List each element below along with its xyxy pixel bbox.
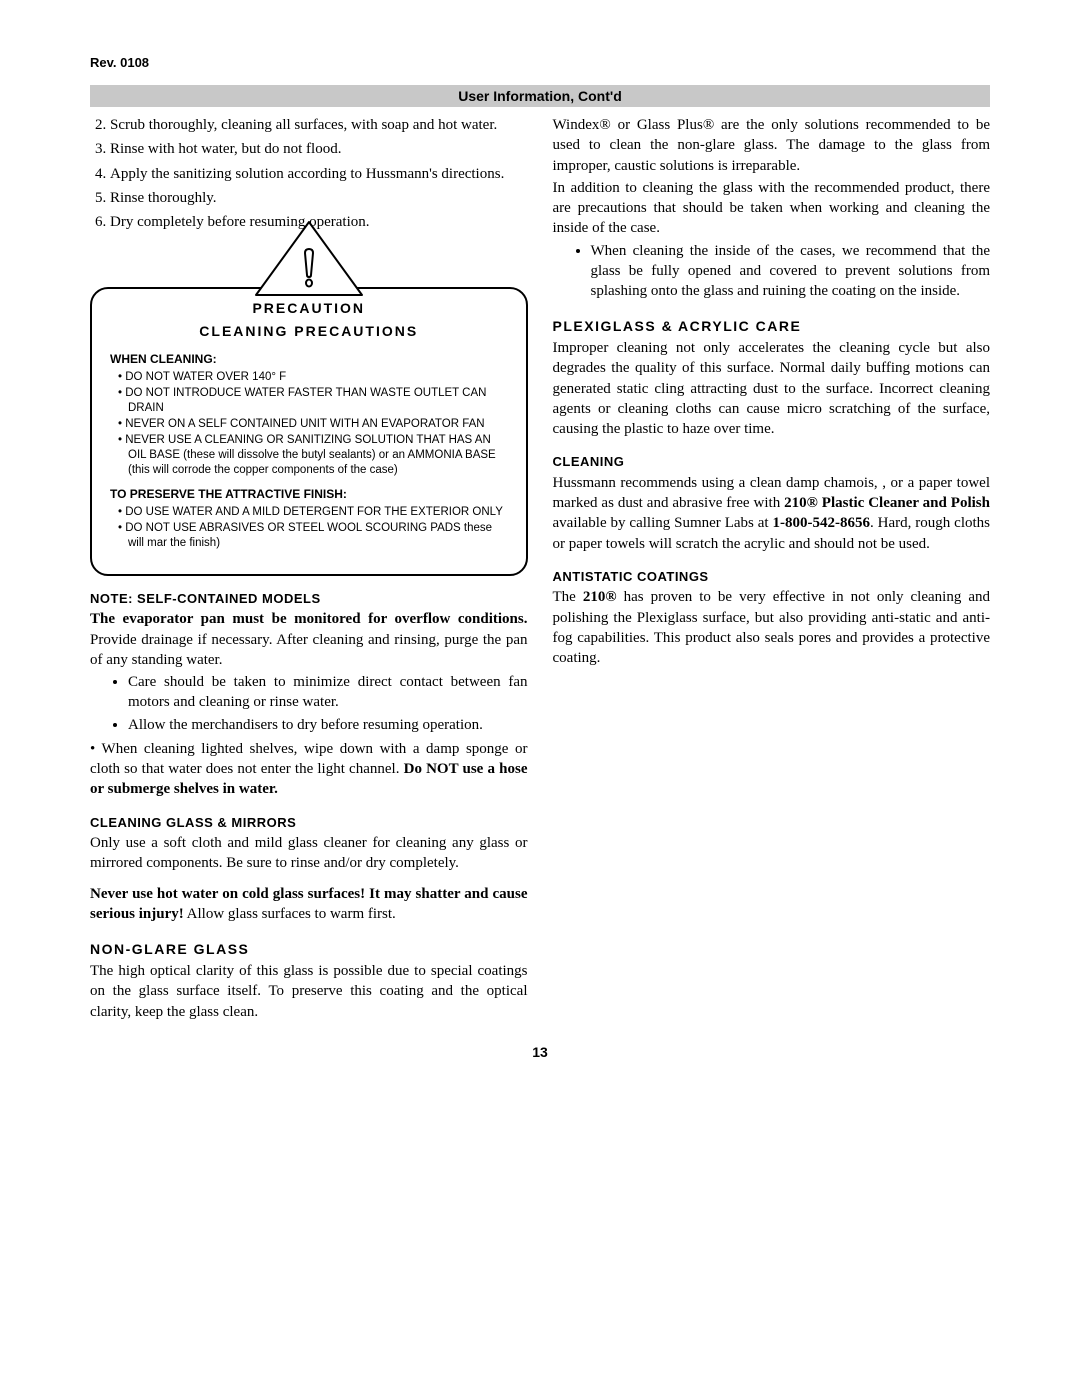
list-item: DO NOT INTRODUCE WATER FASTER THAN WASTE… xyxy=(118,386,508,416)
nonglare-paragraph: The high optical clarity of this glass i… xyxy=(90,961,528,1022)
step-item: Rinse with hot water, but do not flood. xyxy=(110,139,528,159)
nonglare-heading: NON-GLARE GLASS xyxy=(90,940,528,959)
glass-mirrors-heading: CLEANING GLASS & MIRRORS xyxy=(90,814,528,832)
list-item: NEVER USE A CLEANING OR SANITIZING SOLUT… xyxy=(118,433,508,478)
step-item: Apply the sanitizing solution according … xyxy=(110,164,528,184)
two-column-layout: Scrub thoroughly, cleaning all surfaces,… xyxy=(90,115,990,1024)
left-column: Scrub thoroughly, cleaning all surfaces,… xyxy=(90,115,528,1024)
when-cleaning-list: DO NOT WATER OVER 140° F DO NOT INTRODUC… xyxy=(110,370,508,478)
section-header: User Information, Cont'd xyxy=(90,85,990,107)
glass-warning-paragraph: Never use hot water on cold glass surfac… xyxy=(90,884,528,925)
page-number: 13 xyxy=(90,1044,990,1060)
note-paragraph: The evaporator pan must be monitored for… xyxy=(90,609,528,670)
cleaning-bold: 210® Plastic Cleaner and Polish xyxy=(784,495,990,511)
antistatic-heading: ANTISTATIC COATINGS xyxy=(553,568,991,586)
lighted-shelves-paragraph: • When cleaning lighted shelves, wipe do… xyxy=(90,739,528,800)
preserve-finish-heading: TO PRESERVE THE ATTRACTIVE FINISH: xyxy=(110,486,508,502)
list-item: DO NOT USE ABRASIVES OR STEEL WOOL SCOUR… xyxy=(118,521,508,551)
note-heading: NOTE: SELF-CONTAINED MODELS xyxy=(90,590,528,608)
anti-pre: The xyxy=(553,589,583,605)
revision-label: Rev. 0108 xyxy=(90,55,990,70)
cleaning-paragraph: Hussmann recommends using a clean damp c… xyxy=(553,473,991,554)
note-rest: Provide drainage if necessary. After cle… xyxy=(90,632,528,668)
list-item: Care should be taken to minimize direct … xyxy=(128,672,528,713)
numbered-steps: Scrub thoroughly, cleaning all surfaces,… xyxy=(90,115,528,232)
precaution-box: PRECAUTION CLEANING PRECAUTIONS WHEN CLE… xyxy=(90,287,528,576)
list-item: Allow the merchandisers to dry before re… xyxy=(128,715,528,735)
cleaning-mid: available by calling Sumner Labs at xyxy=(553,515,773,531)
list-item: DO USE WATER AND A MILD DETERGENT FOR TH… xyxy=(118,505,508,520)
windex-paragraph: Windex® or Glass Plus® are the only solu… xyxy=(553,115,991,176)
preserve-finish-list: DO USE WATER AND A MILD DETERGENT FOR TH… xyxy=(110,505,508,551)
right-column: Windex® or Glass Plus® are the only solu… xyxy=(553,115,991,1024)
plexiglass-heading: PLEXIGLASS & ACRYLIC CARE xyxy=(553,317,991,336)
when-cleaning-heading: WHEN CLEANING: xyxy=(110,351,508,367)
precaution-subtitle: CLEANING PRECAUTIONS xyxy=(110,322,508,341)
warning-triangle-icon xyxy=(244,217,374,302)
anti-post: has proven to be very effective in not o… xyxy=(553,589,991,666)
step-item: Scrub thoroughly, cleaning all surfaces,… xyxy=(110,115,528,135)
glass-warning-rest: Allow glass surfaces to warm first. xyxy=(184,906,396,922)
addition-paragraph: In addition to cleaning the glass with t… xyxy=(553,178,991,239)
cleaning-heading: CLEANING xyxy=(553,453,991,471)
note-bullets: Care should be taken to minimize direct … xyxy=(90,672,528,735)
antistatic-paragraph: The 210® has proven to be very effective… xyxy=(553,587,991,668)
cleaning-phone: 1-800-542-8656 xyxy=(772,515,870,531)
list-item: DO NOT WATER OVER 140° F xyxy=(118,370,508,385)
list-item: When cleaning the inside of the cases, w… xyxy=(591,241,991,302)
note-bold: The evaporator pan must be monitored for… xyxy=(90,611,528,627)
plexiglass-paragraph: Improper cleaning not only accelerates t… xyxy=(553,338,991,439)
list-item: NEVER ON A SELF CONTAINED UNIT WITH AN E… xyxy=(118,417,508,432)
glass-paragraph: Only use a soft cloth and mild glass cle… xyxy=(90,833,528,874)
anti-bold: 210® xyxy=(583,589,617,605)
inside-case-bullets: When cleaning the inside of the cases, w… xyxy=(553,241,991,302)
step-item: Rinse thoroughly. xyxy=(110,188,528,208)
